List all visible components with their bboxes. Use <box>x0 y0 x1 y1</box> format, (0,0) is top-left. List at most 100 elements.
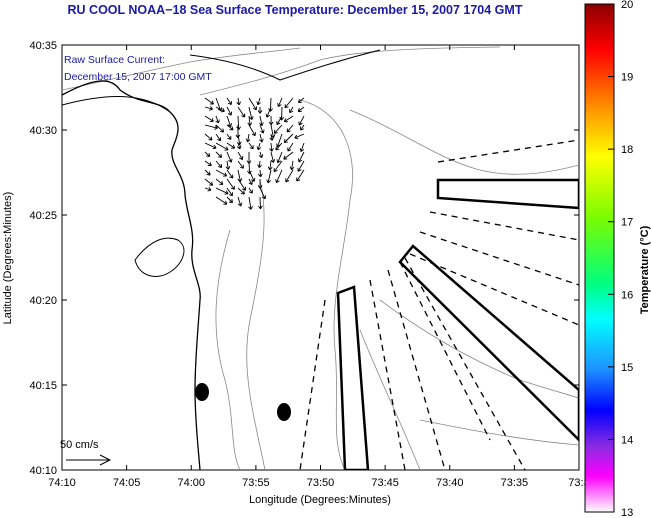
bay-outline <box>134 237 185 277</box>
current-vector <box>259 187 267 200</box>
colorbar-tick-label: 20 <box>621 0 633 11</box>
current-vector <box>226 187 233 197</box>
current-vector <box>204 160 212 167</box>
current-vector <box>289 160 295 171</box>
current-vector <box>237 178 247 191</box>
current-vector <box>269 133 275 141</box>
current-vector <box>215 106 225 113</box>
current-vector <box>287 142 294 152</box>
y-axis-ticks: 40:35 40:30 40:25 40:20 40:15 40:10 <box>29 40 579 477</box>
colorbar-tick-label: 18 <box>621 144 633 156</box>
y-tick-label: 40:25 <box>29 210 57 222</box>
current-vector <box>236 142 242 150</box>
surface-current-vectors <box>204 97 305 210</box>
y-axis-label: Latitude (Degrees:Minutes) <box>2 192 14 325</box>
current-vector <box>283 115 294 123</box>
x-tick-label: 74:00 <box>177 477 205 489</box>
current-vector <box>259 124 265 134</box>
y-tick-label: 40:35 <box>29 40 57 52</box>
current-vector <box>285 169 294 183</box>
colorbar-tick-label: 17 <box>621 217 633 229</box>
current-vector <box>294 133 305 140</box>
y-tick-label: 40:15 <box>29 380 57 392</box>
current-vector <box>215 178 224 186</box>
current-vector <box>248 178 253 185</box>
current-vector <box>215 151 223 158</box>
current-vector <box>268 115 274 126</box>
current-vector <box>237 196 243 207</box>
current-vector <box>215 115 220 124</box>
current-vector <box>298 115 305 126</box>
current-vector <box>297 97 305 103</box>
annotation-line-2: December 15, 2007 17:00 GMT <box>64 71 212 83</box>
colorbar-tick-label: 13 <box>621 507 633 518</box>
current-vector <box>275 169 283 184</box>
scale-arrow <box>66 454 112 466</box>
current-vector <box>270 151 276 163</box>
dashed-boundaries <box>299 139 579 470</box>
x-tick-label: 73:40 <box>436 477 464 489</box>
current-vector <box>248 187 253 194</box>
current-vector <box>259 133 264 143</box>
current-vector <box>215 187 229 195</box>
x-axis-label: Longitude (Degrees:Minutes) <box>249 494 391 506</box>
current-vector <box>226 133 232 140</box>
current-vector <box>204 115 214 122</box>
current-vector <box>215 196 228 205</box>
current-vector <box>283 133 294 144</box>
current-vector <box>204 106 213 111</box>
current-vector <box>204 186 212 192</box>
current-vector <box>248 97 257 111</box>
current-vector <box>237 151 244 161</box>
current-vector <box>284 97 294 109</box>
current-vector <box>237 106 246 118</box>
current-vector <box>275 142 283 151</box>
current-vector <box>204 124 218 130</box>
current-vector <box>265 106 272 118</box>
colorbar-tick-label: 16 <box>621 289 633 301</box>
current-vector <box>226 115 233 127</box>
current-vector <box>225 160 231 170</box>
current-vector <box>300 124 305 131</box>
current-vector <box>257 106 263 114</box>
station-marker <box>195 383 209 401</box>
x-tick-label: 73:35 <box>501 477 529 489</box>
current-vector <box>258 196 263 210</box>
current-vector <box>273 160 283 173</box>
current-vector <box>256 97 261 106</box>
current-vector <box>226 142 236 149</box>
current-vector <box>257 178 263 189</box>
current-vector <box>226 124 234 131</box>
x-tick-label: 73:55 <box>242 477 270 489</box>
y-tick-label: 40:10 <box>29 465 57 477</box>
shore-line <box>62 96 171 113</box>
current-vector <box>226 97 232 105</box>
x-axis-ticks: 74:10 74:05 74:00 73:55 73:50 73:45 73:40 73:35… <box>48 45 590 489</box>
sampling-zones <box>336 178 579 470</box>
current-vector <box>226 196 233 204</box>
x-tick-label: 73:3 <box>568 477 589 489</box>
current-vector <box>297 160 305 172</box>
current-vector <box>267 160 273 171</box>
current-vector <box>215 133 222 142</box>
current-vector <box>204 97 214 105</box>
current-vector <box>237 160 244 169</box>
current-vector <box>215 169 228 177</box>
scale-label: 50 cm/s <box>60 439 99 451</box>
x-tick-label: 74:05 <box>113 477 141 489</box>
current-vector <box>204 151 211 158</box>
colorbar-tick-label: 14 <box>621 434 633 446</box>
current-vector <box>204 169 211 176</box>
current-vector <box>237 187 245 195</box>
current-vector <box>248 196 253 210</box>
current-vector <box>297 106 305 112</box>
x-tick-label: 74:10 <box>48 477 76 489</box>
annotation-line-1: Raw Surface Current: <box>64 54 165 66</box>
colorbar-tick-label: 19 <box>621 72 633 84</box>
current-vector <box>226 106 233 116</box>
current-vector <box>245 133 251 143</box>
current-vector <box>266 169 272 184</box>
current-vector <box>283 151 294 160</box>
bathymetry-contours <box>62 46 579 470</box>
